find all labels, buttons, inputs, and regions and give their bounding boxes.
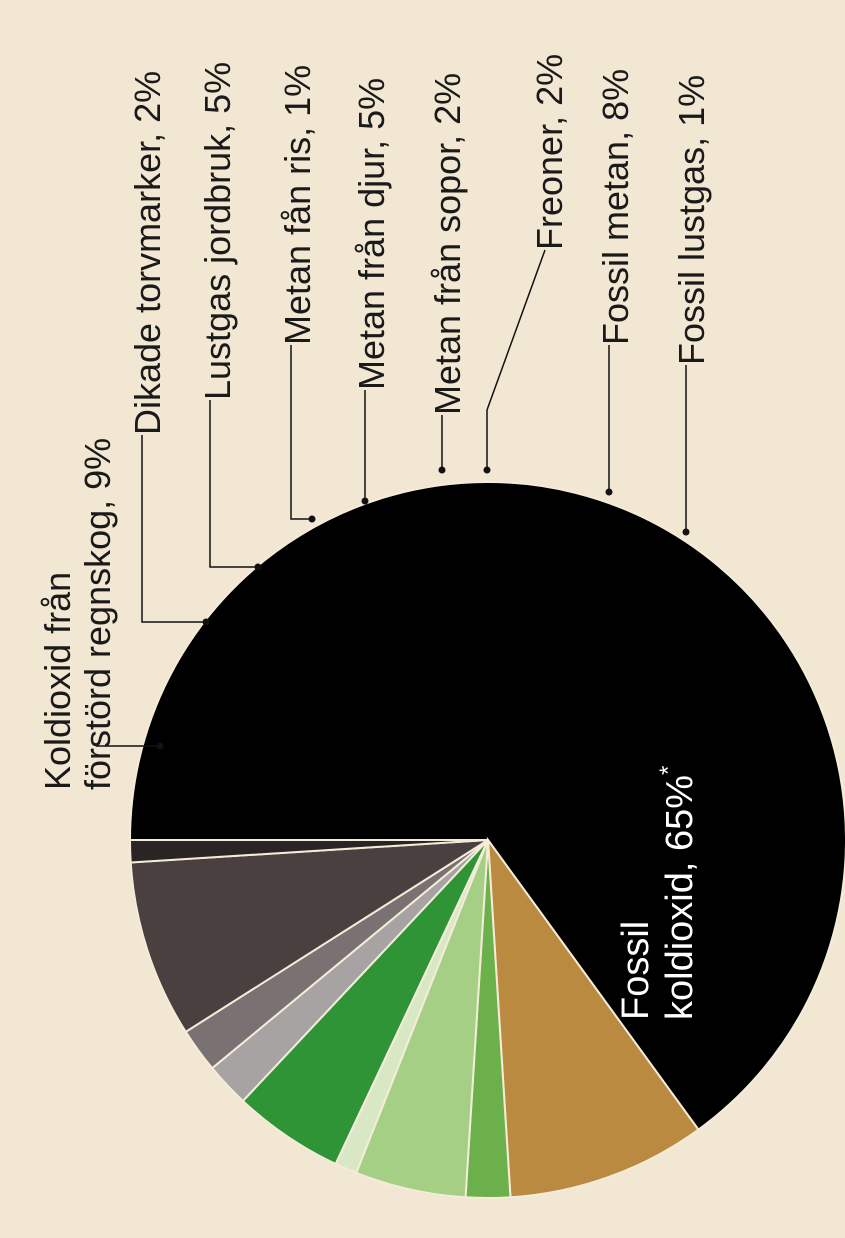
pie-slices [128, 481, 845, 1199]
slice-label-1: Koldioxid frånförstörd regnskog, 9% [37, 438, 118, 790]
leader-dot-1 [156, 742, 164, 750]
pie-slice-0 [128, 481, 845, 1132]
leader-line-4 [290, 345, 312, 520]
leader-dot-6 [438, 466, 446, 474]
leader-dot-3 [254, 563, 262, 571]
leader-dot-2 [202, 618, 210, 626]
leader-dot-5 [361, 497, 369, 505]
leader-line-7 [486, 249, 546, 470]
slice-label-2: Dikade torvmarker, 2% [127, 71, 168, 435]
leader-line-2 [141, 435, 206, 623]
slice-label-5: Metan från djur, 5% [351, 78, 392, 390]
slice-label-6: Metan från sopor, 2% [427, 73, 468, 415]
slice-label-4: Metan fån ris, 1% [277, 65, 318, 345]
leader-dot-4 [308, 515, 316, 523]
slice-label-8: Fossil metan, 8% [595, 69, 636, 345]
slice-label-9: Fossil lustgas, 1% [671, 75, 712, 365]
leader-dot-9 [682, 528, 690, 536]
pie-slice-9 [128, 839, 489, 864]
slice-label-7: Freoner, 2% [529, 54, 570, 250]
slice-label-0: Fossilkoldioxid, 65%* [615, 766, 701, 1020]
pie-slice-8 [129, 839, 489, 1034]
pie-slice-1 [486, 836, 700, 1199]
slice-labels: Fossilkoldioxid, 65%* Koldioxid frånförst… [37, 54, 712, 1020]
leader-lines [96, 249, 690, 750]
leader-line-3 [209, 400, 258, 568]
leader-dot-8 [605, 488, 613, 496]
leader-dot-7 [483, 466, 491, 474]
slice-label-3: Lustgas jordbruk, 5% [197, 62, 238, 400]
